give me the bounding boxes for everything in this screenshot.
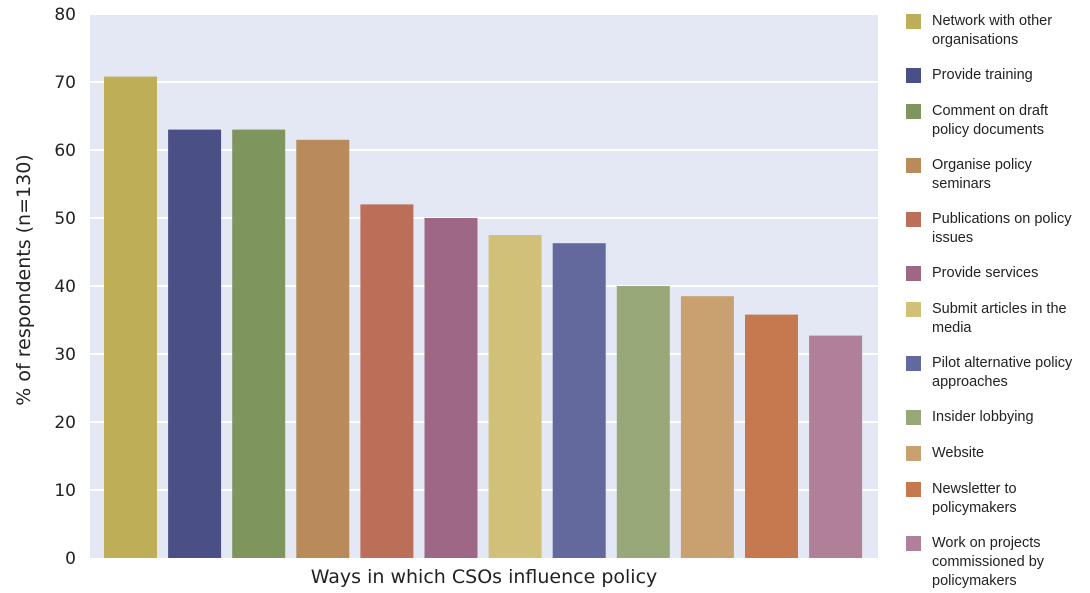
y-tick-label: 80 [54, 5, 76, 25]
legend-swatch [906, 266, 921, 281]
legend-swatch [906, 410, 921, 425]
legend-swatch [906, 536, 921, 551]
bar [488, 235, 542, 558]
bar [680, 296, 734, 558]
y-tick-label: 50 [54, 209, 76, 229]
legend-label: Network with other organisations [932, 13, 1053, 48]
y-tick-label: 10 [54, 481, 76, 501]
legend-swatch [906, 446, 921, 461]
x-axis-label: Ways in which CSOs influence policy [310, 566, 658, 588]
legend-label: Submit articles in the media [932, 301, 1067, 336]
legend-swatch [906, 212, 921, 227]
y-axis-ticks: 0 10 20 30 40 50 60 70 80 [54, 5, 76, 569]
legend-label: Comment on draft policy documents [932, 103, 1049, 138]
bar [424, 218, 478, 558]
y-tick-label: 20 [54, 413, 76, 433]
y-tick-label: 70 [54, 73, 76, 93]
bar [616, 286, 670, 558]
gridlines [90, 13, 878, 491]
legend-label: Newsletter to policymakers [932, 481, 1017, 516]
bar [552, 243, 606, 558]
legend-label: Publications on policy issues [932, 211, 1072, 246]
bar [360, 204, 414, 558]
legend-swatch [906, 68, 921, 83]
bar [232, 129, 286, 558]
legend-label: Website [932, 445, 985, 461]
legend-label: Insider lobbying [932, 409, 1034, 425]
legend-swatch [906, 158, 921, 173]
bar [168, 129, 222, 558]
bars [104, 76, 863, 559]
legend-swatch [906, 482, 921, 497]
bar [745, 314, 798, 558]
y-tick-label: 60 [54, 141, 76, 161]
legend-swatch [906, 356, 921, 371]
legend-swatch [906, 104, 921, 119]
y-tick-label: 40 [54, 277, 76, 297]
legend-swatch [906, 302, 921, 317]
bar [809, 335, 863, 558]
y-axis-label: % of respondents (n=130) [13, 154, 35, 406]
legend-label: Work on projects commissioned by policym… [932, 535, 1045, 589]
y-tick-label: 0 [65, 549, 76, 569]
legend-label: Pilot alternative policy approaches [932, 355, 1073, 390]
legend-label: Organise policy seminars [932, 157, 1032, 192]
bar [296, 139, 350, 559]
y-axis-label-box: % of respondents (n=130) [4, 80, 44, 480]
y-tick-label: 30 [54, 345, 76, 365]
bar [104, 76, 157, 558]
legend-label: Provide training [932, 67, 1033, 83]
legend-swatch [906, 14, 921, 29]
legend-label: Provide services [932, 265, 1039, 281]
